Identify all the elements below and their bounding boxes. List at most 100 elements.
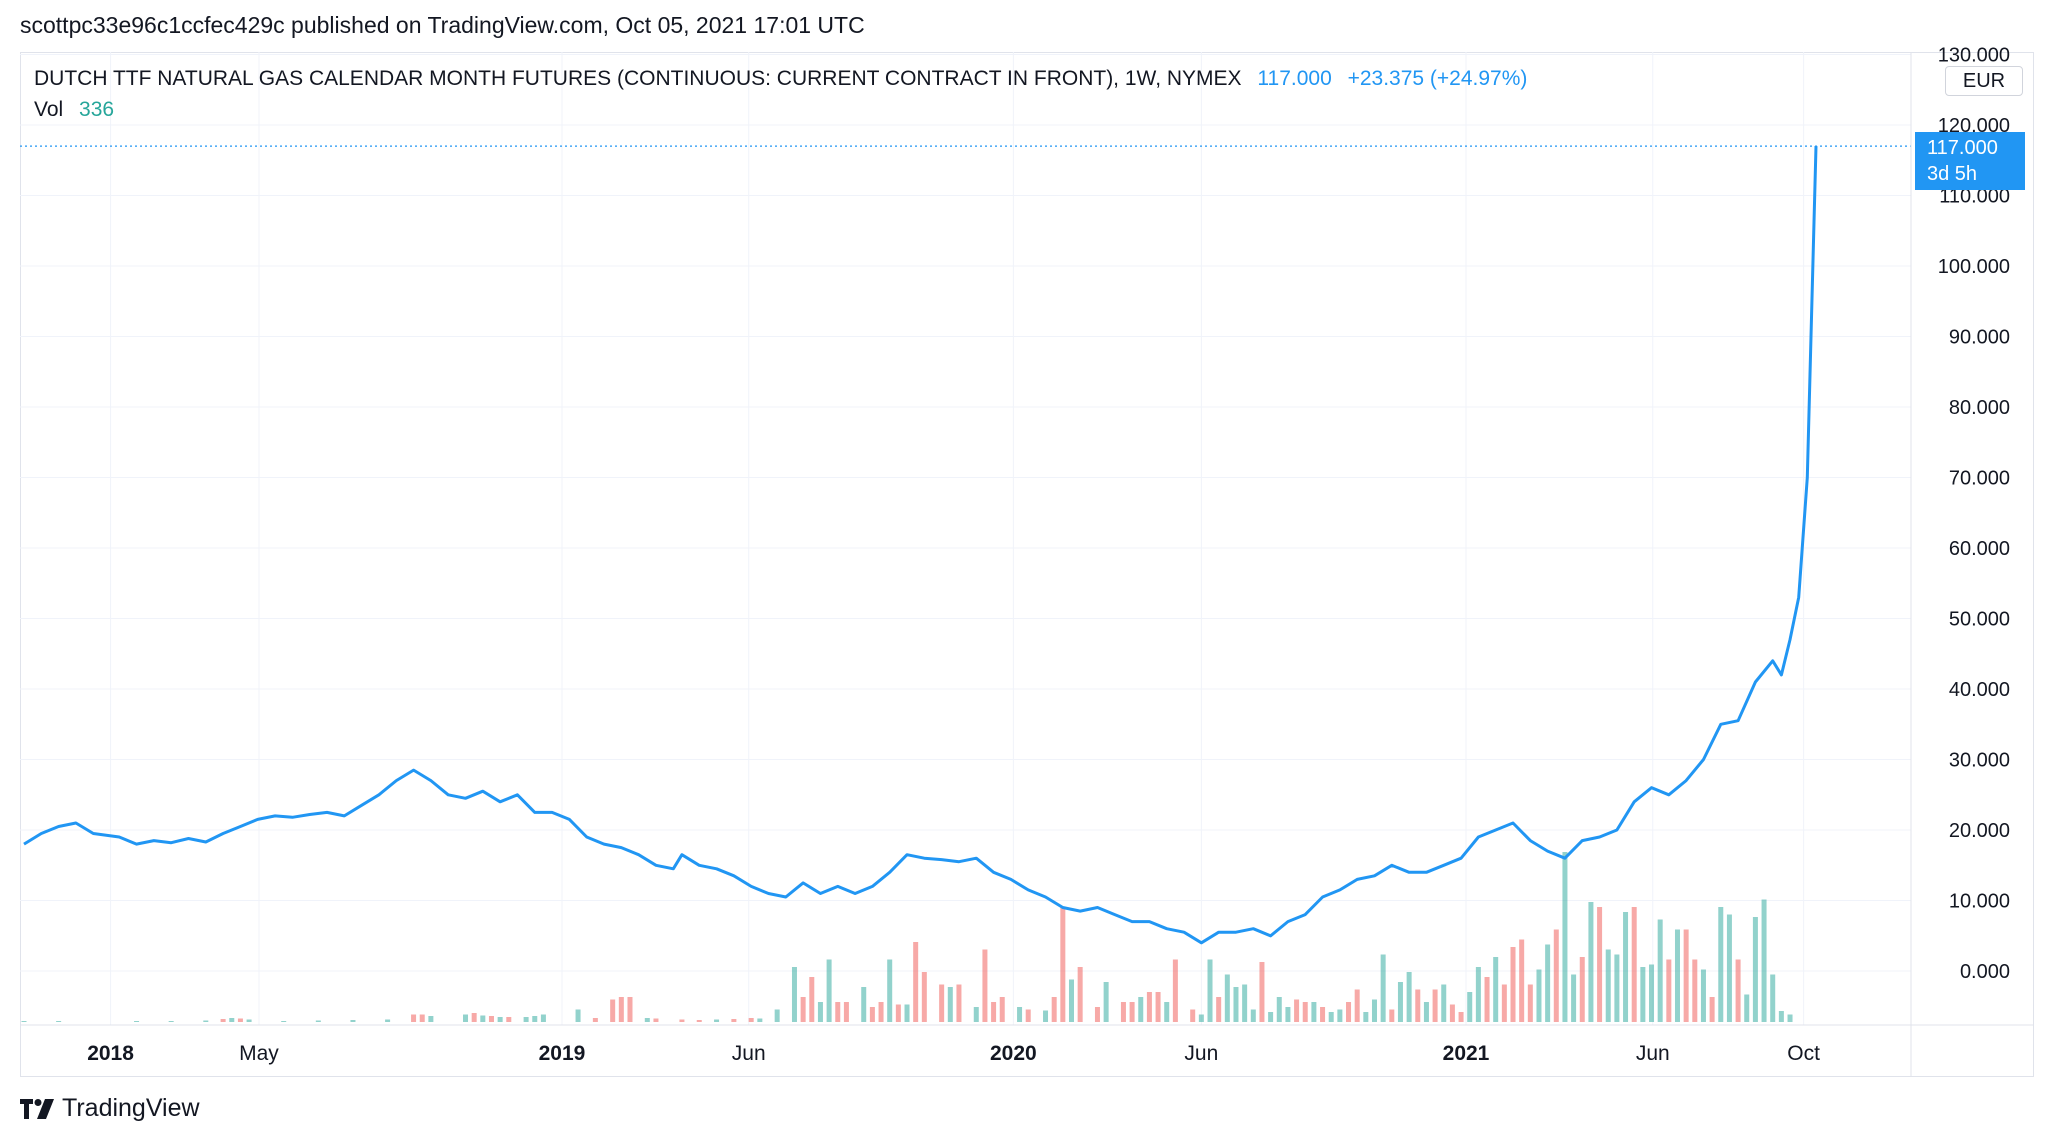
volume-bar <box>748 1018 754 1022</box>
volume-bar <box>904 1004 910 1022</box>
volume-bar <box>982 949 988 1022</box>
volume-label: Vol <box>34 98 64 121</box>
volume-bar <box>1328 1012 1334 1022</box>
volume-bar <box>644 1018 650 1022</box>
volume-bar <box>237 1018 243 1022</box>
volume-bar <box>56 1021 62 1022</box>
volume-bar <box>791 967 797 1022</box>
volume-bar <box>1770 974 1776 1022</box>
volume-bar <box>1467 992 1473 1022</box>
volume-bar <box>1285 1007 1291 1022</box>
volume-bar <box>1605 949 1611 1022</box>
volume-bar <box>1510 947 1516 1022</box>
volume-bar <box>1120 1002 1126 1022</box>
volume-bar <box>1623 912 1629 1022</box>
volume-bar <box>1389 1009 1395 1022</box>
volume-bar <box>1302 1002 1308 1022</box>
volume-bar <box>1519 939 1525 1022</box>
price-scale[interactable]: 130.000 120.000 110.000 100.000 90.000 80.000… <box>1938 45 2010 984</box>
volume-bar <box>1198 1014 1204 1022</box>
volume-bar <box>1657 919 1663 1022</box>
volume-bar <box>895 1004 901 1022</box>
volume-bar <box>1164 1002 1170 1022</box>
volume-bar <box>653 1018 659 1022</box>
volume-bar <box>385 1019 391 1022</box>
volume-bar <box>463 1014 469 1022</box>
y-tick-label: 120.000 <box>1938 115 2010 137</box>
volume-bar <box>1190 1009 1196 1022</box>
volume-bar <box>532 1016 538 1022</box>
volume-bar <box>1614 954 1620 1022</box>
volume-bar <box>618 997 624 1022</box>
volume-bar <box>1692 959 1698 1022</box>
volume-bar <box>1432 989 1438 1022</box>
volume-bar <box>1025 1009 1031 1022</box>
y-tick-label: 0.000 <box>1960 961 2010 983</box>
volume-bar <box>1571 974 1577 1022</box>
volume-bar <box>246 1019 252 1022</box>
volume-bar <box>1674 929 1680 1022</box>
volume-bar <box>757 1018 763 1022</box>
volume-bar <box>315 1020 321 1022</box>
volume-bar <box>610 999 616 1022</box>
volume-bar <box>540 1014 546 1022</box>
volume-bar <box>523 1017 529 1022</box>
volume-bar <box>1276 997 1282 1022</box>
volume-bar <box>1761 899 1767 1022</box>
volume-bar <box>592 1018 598 1022</box>
volume-bar <box>1441 984 1447 1022</box>
volume-bar <box>1397 982 1403 1022</box>
volume-bar <box>939 984 945 1022</box>
volume-bar <box>203 1020 209 1022</box>
y-tick-label: 100.000 <box>1938 256 2010 278</box>
volume-bar <box>887 959 893 1022</box>
volume-bar <box>973 1007 979 1022</box>
volume-legend[interactable]: Vol 336 <box>34 98 114 122</box>
time-scale[interactable]: 2018 May 2019 Jun 2020 Jun 2021 Jun Oct <box>87 1042 1820 1065</box>
volume-bar <box>800 997 806 1022</box>
tradingview-brand[interactable]: TradingView <box>20 1094 200 1123</box>
volume-bar <box>731 1019 737 1022</box>
volume-bar <box>774 1009 780 1022</box>
grid <box>20 52 1911 1025</box>
volume-bar <box>1043 1010 1049 1022</box>
volume-bar <box>1666 959 1672 1022</box>
y-tick-label: 90.000 <box>1949 327 2010 349</box>
volume-bar <box>627 997 633 1022</box>
volume-bar <box>1051 997 1057 1022</box>
volume-bar <box>411 1014 417 1022</box>
volume-bar <box>1337 1009 1343 1022</box>
x-tick-label: Jun <box>1636 1042 1670 1065</box>
volume-bar <box>1778 1011 1784 1022</box>
volume-bars <box>21 852 1793 1022</box>
volume-bar <box>497 1017 503 1022</box>
change-value: +23.375 (+24.97%) <box>1347 67 1528 90</box>
symbol-title: DUTCH TTF NATURAL GAS CALENDAR MONTH FUT… <box>34 67 1242 90</box>
volume-bar <box>1501 984 1507 1022</box>
volume-bar <box>817 1002 823 1022</box>
volume-bar <box>835 1002 841 1022</box>
volume-bar <box>134 1021 140 1022</box>
x-tick-label: Jun <box>1184 1042 1218 1065</box>
x-tick-label: 2020 <box>990 1042 1037 1065</box>
volume-bar <box>947 987 953 1022</box>
volume-bar <box>1017 1007 1023 1022</box>
volume-bar <box>1718 907 1724 1022</box>
volume-bar <box>506 1017 512 1022</box>
symbol-legend[interactable]: DUTCH TTF NATURAL GAS CALENDAR MONTH FUT… <box>34 67 1527 91</box>
y-tick-label: 110.000 <box>1939 186 2010 208</box>
volume-bar <box>281 1021 287 1022</box>
volume-bar <box>1363 1012 1369 1022</box>
x-tick-label: Jun <box>732 1042 766 1065</box>
y-tick-label: 50.000 <box>1949 609 2010 631</box>
y-tick-label: 10.000 <box>1949 891 2010 913</box>
volume-bar <box>1380 954 1386 1022</box>
x-tick-label: 2019 <box>539 1042 586 1065</box>
volume-bar <box>956 984 962 1022</box>
volume-bar <box>1242 984 1248 1022</box>
currency-button[interactable]: EUR <box>1945 66 2023 96</box>
volume-bar <box>1579 957 1585 1022</box>
chart-frame[interactable] <box>20 52 2034 1077</box>
volume-bar <box>1726 914 1732 1022</box>
